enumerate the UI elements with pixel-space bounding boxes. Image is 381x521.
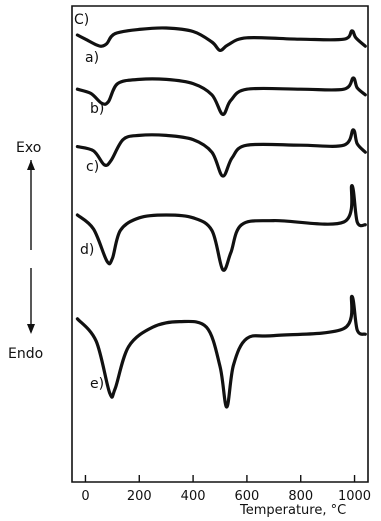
series-label-c: c) (86, 159, 99, 175)
x-tick-label-600: 600 (234, 489, 259, 504)
curve-d (75, 184, 367, 272)
x-tick-label-0: 0 (81, 489, 89, 504)
x-tick-label-200: 200 (127, 489, 152, 504)
series-label-d: d) (80, 242, 94, 258)
curve-c (75, 128, 367, 178)
x-tick-label-1000: 1000 (338, 489, 371, 504)
series-label-a: a) (85, 50, 99, 66)
exo-arrow (27, 160, 35, 250)
curve-a (75, 26, 367, 53)
series-label-e: e) (90, 376, 104, 392)
curve-b (75, 76, 367, 116)
dta-curves (75, 26, 367, 409)
x-tick-label-800: 800 (288, 489, 313, 504)
plot-frame (71, 5, 369, 483)
curve-e (75, 294, 367, 409)
panel-label: C) (74, 12, 89, 28)
exo-label: Exo (16, 140, 41, 156)
x-axis-ticks: 0 200 400 600 800 1000 (81, 475, 371, 504)
x-axis-label: Temperature, °C (239, 503, 346, 518)
x-tick-label-400: 400 (181, 489, 206, 504)
series-labels: a) b) c) d) e) (80, 50, 104, 392)
endo-arrow (27, 268, 35, 334)
endo-label: Endo (8, 346, 43, 362)
series-label-b: b) (90, 101, 104, 117)
